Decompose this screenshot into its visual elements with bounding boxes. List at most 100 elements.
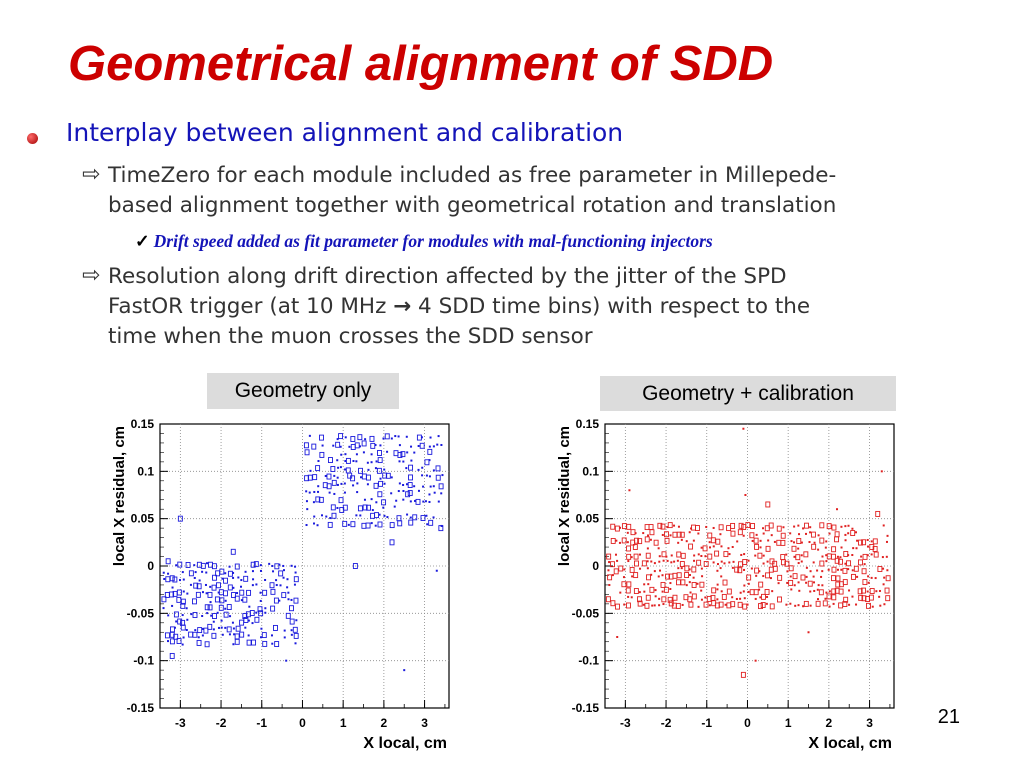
data-point xyxy=(685,584,688,587)
y-tick-label: -0.05 xyxy=(572,606,600,620)
data-point xyxy=(716,569,719,572)
data-point xyxy=(415,498,421,505)
data-point xyxy=(319,451,325,458)
x-tick-label: -1 xyxy=(256,716,267,730)
data-point xyxy=(834,557,840,564)
data-point xyxy=(771,590,774,593)
data-point xyxy=(305,500,308,503)
data-point xyxy=(414,499,417,502)
data-point xyxy=(817,534,820,537)
data-point xyxy=(690,527,693,530)
data-point xyxy=(730,601,736,608)
data-point xyxy=(169,652,175,659)
data-point xyxy=(820,575,823,578)
data-point xyxy=(408,464,414,471)
data-point xyxy=(661,533,664,536)
data-point xyxy=(432,445,435,448)
data-point xyxy=(406,513,409,516)
data-point xyxy=(243,575,249,582)
data-point xyxy=(324,474,327,477)
data-point xyxy=(797,547,800,550)
data-point xyxy=(262,640,268,647)
data-point xyxy=(647,534,650,537)
data-point xyxy=(627,595,630,598)
data-point xyxy=(202,627,205,630)
data-point xyxy=(398,460,401,463)
data-point xyxy=(398,444,401,447)
data-point xyxy=(797,604,800,607)
data-point xyxy=(637,600,643,607)
data-point xyxy=(765,572,771,579)
data-point xyxy=(373,482,379,489)
data-point xyxy=(619,526,622,529)
data-point xyxy=(185,629,188,632)
data-point xyxy=(798,533,801,536)
data-point xyxy=(870,576,873,579)
y-axis-title: local X residual, cm xyxy=(111,426,128,566)
data-point xyxy=(661,551,667,558)
data-point xyxy=(195,591,201,598)
data-point xyxy=(703,601,709,608)
data-point xyxy=(815,600,821,607)
data-point xyxy=(441,474,444,477)
data-point xyxy=(788,579,794,586)
data-point xyxy=(718,524,724,531)
data-point xyxy=(402,498,405,501)
data-point xyxy=(716,598,719,601)
x-tick-label: 0 xyxy=(744,716,751,730)
data-point xyxy=(424,500,427,503)
data-point xyxy=(731,546,734,549)
data-point xyxy=(623,603,626,606)
data-point xyxy=(290,564,293,567)
data-point xyxy=(377,450,382,456)
residual-chart-geometry-only: -3 -2 -1 0 1 2 3 -0.15 -0.1 -0.05 0 0.05 0.1 0.15 X lo… xyxy=(111,417,450,752)
data-point xyxy=(305,490,308,493)
data-point xyxy=(712,545,715,548)
data-point xyxy=(667,522,673,529)
data-point xyxy=(810,531,816,538)
data-point xyxy=(305,524,308,527)
data-point xyxy=(359,445,362,448)
data-point xyxy=(398,482,401,485)
data-point xyxy=(723,562,726,565)
data-point xyxy=(857,588,863,595)
data-point xyxy=(286,586,289,589)
data-point xyxy=(851,595,854,598)
data-point xyxy=(886,569,889,572)
data-point xyxy=(808,541,811,544)
data-point xyxy=(246,589,252,596)
data-point xyxy=(722,579,728,586)
data-point xyxy=(211,632,217,639)
data-point xyxy=(378,513,381,516)
data-point xyxy=(274,641,280,647)
data-point xyxy=(653,562,656,565)
data-point xyxy=(425,474,428,477)
x-tick-label: 3 xyxy=(866,716,873,730)
data-point xyxy=(728,561,731,564)
data-point xyxy=(649,538,652,541)
data-point xyxy=(221,577,224,580)
data-point xyxy=(260,636,263,639)
data-point xyxy=(653,604,656,607)
y-tick-label: -0.05 xyxy=(127,606,155,620)
data-point xyxy=(294,565,297,568)
data-point xyxy=(630,596,633,599)
data-point xyxy=(670,561,673,564)
data-points xyxy=(605,427,891,678)
data-point xyxy=(345,457,351,464)
data-point xyxy=(226,604,232,610)
x-tick-label: -1 xyxy=(701,716,712,730)
data-point xyxy=(319,434,324,441)
data-point xyxy=(839,556,842,559)
data-point xyxy=(352,563,358,569)
data-point xyxy=(842,567,848,574)
data-point xyxy=(626,523,632,530)
data-point xyxy=(825,560,828,563)
data-point xyxy=(766,595,769,598)
data-point xyxy=(679,561,685,567)
data-point xyxy=(421,474,424,477)
data-point xyxy=(315,496,321,503)
data-point xyxy=(858,539,863,546)
data-point xyxy=(376,467,382,474)
data-point xyxy=(832,602,835,605)
